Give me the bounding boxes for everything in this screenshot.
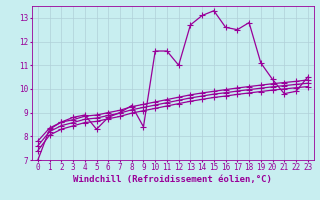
X-axis label: Windchill (Refroidissement éolien,°C): Windchill (Refroidissement éolien,°C) (73, 175, 272, 184)
